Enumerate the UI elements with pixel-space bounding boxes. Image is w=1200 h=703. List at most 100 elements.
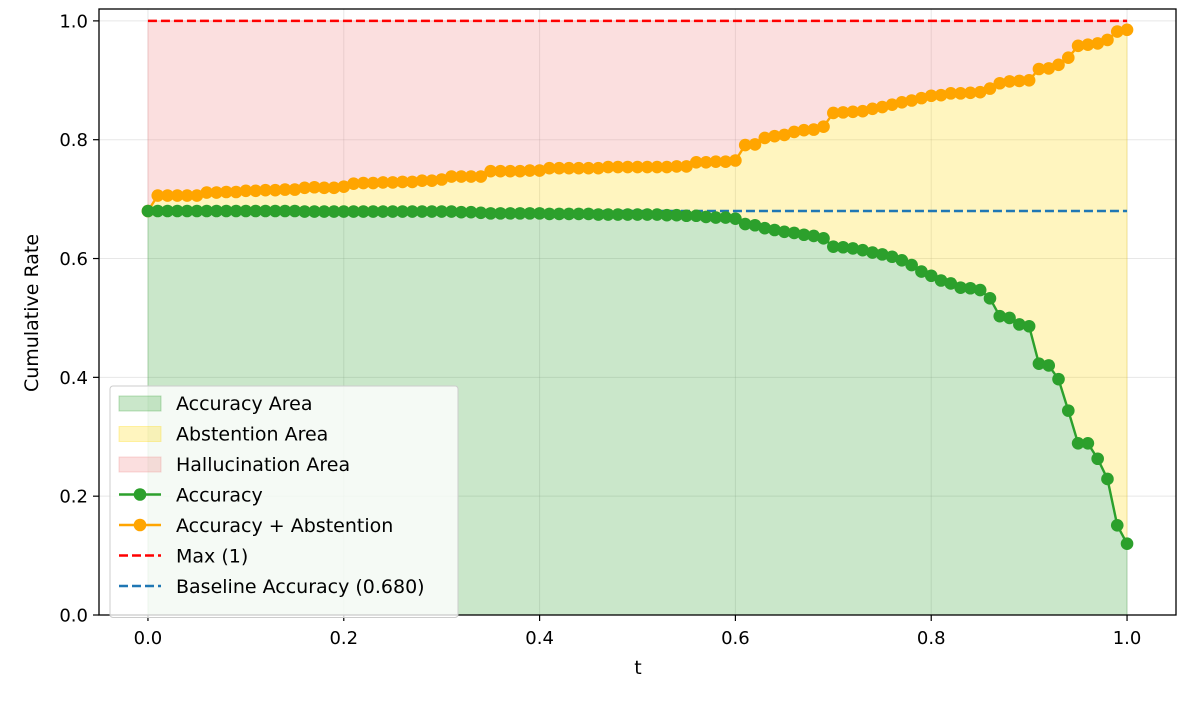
data-point xyxy=(1013,318,1026,331)
y-tick-label: 0.4 xyxy=(59,368,88,389)
data-point xyxy=(1091,452,1104,466)
data-point xyxy=(425,205,439,218)
data-point xyxy=(738,138,752,152)
data-point xyxy=(954,87,967,100)
legend-item: Baseline Accuracy (0.680) xyxy=(119,576,425,598)
data-point xyxy=(298,205,311,218)
data-point xyxy=(259,204,272,218)
data-point xyxy=(1081,437,1095,450)
data-point xyxy=(582,207,595,221)
data-point xyxy=(308,205,321,218)
data-point xyxy=(1003,311,1016,325)
legend-box xyxy=(109,385,459,618)
data-point xyxy=(934,88,948,102)
data-point xyxy=(229,185,243,199)
legend-swatch xyxy=(118,456,162,473)
data-point xyxy=(210,204,223,218)
data-point xyxy=(572,161,586,175)
data-point xyxy=(259,183,272,197)
data-point xyxy=(699,155,713,169)
data-point xyxy=(689,155,703,169)
data-point xyxy=(670,208,683,222)
data-point xyxy=(249,204,262,218)
data-point xyxy=(406,175,419,189)
data-point xyxy=(778,128,791,142)
data-point xyxy=(582,161,595,175)
data-point xyxy=(190,204,204,218)
data-point xyxy=(415,205,429,218)
data-point xyxy=(268,204,282,218)
data-point xyxy=(1022,73,1036,87)
data-point xyxy=(229,204,243,218)
data-point xyxy=(552,161,566,175)
data-point xyxy=(1120,23,1134,37)
data-point xyxy=(543,161,556,175)
data-point xyxy=(317,205,331,218)
data-point xyxy=(660,208,674,222)
data-point xyxy=(396,175,409,189)
data-point xyxy=(1013,74,1026,88)
data-point xyxy=(415,174,429,187)
data-point xyxy=(376,205,390,218)
data-point xyxy=(386,205,400,218)
data-point xyxy=(768,223,781,237)
data-point xyxy=(1032,62,1046,76)
data-point xyxy=(308,180,321,194)
y-tick-label: 0.6 xyxy=(59,249,88,270)
data-point xyxy=(866,246,879,259)
data-point xyxy=(1062,404,1075,417)
data-point xyxy=(827,240,840,253)
data-point xyxy=(239,184,253,198)
data-point xyxy=(562,161,576,175)
data-point xyxy=(288,204,302,218)
data-point xyxy=(611,208,625,221)
y-tick-label: 0.0 xyxy=(59,606,88,627)
data-point xyxy=(454,205,468,219)
data-point xyxy=(151,189,165,202)
data-point xyxy=(778,225,791,239)
data-point xyxy=(1110,518,1124,532)
legend-item: Accuracy Area xyxy=(118,393,313,415)
data-point xyxy=(278,183,292,196)
data-point xyxy=(699,210,713,224)
data-point xyxy=(1052,58,1065,72)
data-point xyxy=(484,164,497,178)
data-point xyxy=(768,129,781,143)
data-point xyxy=(719,211,732,224)
data-point xyxy=(454,170,468,183)
data-point xyxy=(141,204,155,218)
data-point xyxy=(797,228,811,242)
data-point xyxy=(366,176,380,190)
data-point xyxy=(317,181,331,195)
data-point xyxy=(288,183,302,196)
data-point xyxy=(1071,39,1085,53)
data-point xyxy=(435,205,448,218)
data-point xyxy=(386,176,400,189)
data-point xyxy=(709,211,723,224)
data-point xyxy=(729,212,742,226)
y-axis-label: Cumulative Rate xyxy=(21,234,43,392)
data-point xyxy=(503,164,517,178)
data-point xyxy=(210,186,223,199)
data-point xyxy=(171,189,184,202)
data-point xyxy=(875,100,889,114)
data-point xyxy=(670,160,683,173)
legend-label: Hallucination Area xyxy=(176,454,350,476)
axis-ticks: 0.0 0.2 0.4 0.6 0.8 1.0 0.0 0.2 0.4 0.6 0.8 1.0 xyxy=(59,11,1141,649)
data-point xyxy=(660,160,674,174)
data-point xyxy=(366,205,380,218)
legend-item: Abstention Area xyxy=(118,424,328,446)
data-point xyxy=(680,160,693,173)
legend-label: Max (1) xyxy=(176,546,248,568)
data-point xyxy=(964,86,977,100)
data-point xyxy=(905,258,918,272)
data-point xyxy=(836,240,850,254)
data-point xyxy=(846,242,860,255)
data-point xyxy=(543,207,556,221)
data-point xyxy=(1022,319,1036,333)
y-tick-label: 0.8 xyxy=(59,130,88,151)
data-point xyxy=(396,205,409,218)
data-point xyxy=(934,274,948,287)
data-point xyxy=(474,170,488,183)
